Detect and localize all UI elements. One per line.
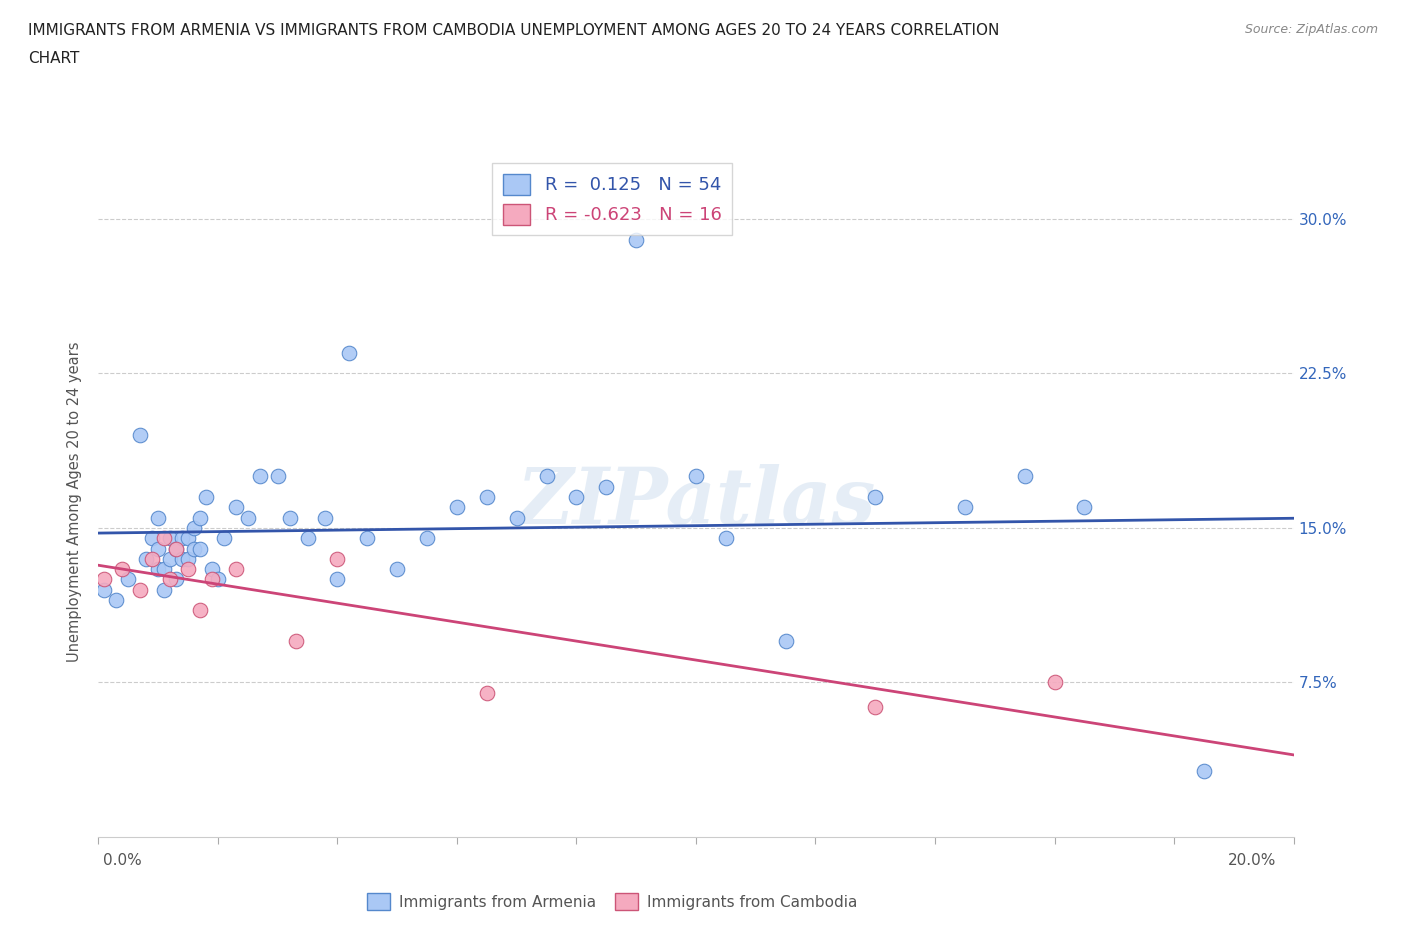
Text: CHART: CHART — [28, 51, 80, 66]
Text: 0.0%: 0.0% — [103, 853, 142, 868]
Point — [685, 469, 707, 484]
Point — [339, 345, 360, 360]
Text: 20.0%: 20.0% — [1229, 853, 1277, 868]
Point — [775, 634, 797, 649]
Point — [278, 511, 301, 525]
Point — [148, 511, 170, 525]
Point — [284, 634, 307, 649]
Point — [212, 531, 235, 546]
Point — [93, 582, 115, 597]
Point — [236, 511, 259, 525]
Point — [315, 511, 337, 525]
Point — [141, 551, 163, 566]
Legend: Immigrants from Armenia, Immigrants from Cambodia: Immigrants from Armenia, Immigrants from… — [361, 886, 863, 916]
Point — [159, 572, 181, 587]
Point — [326, 572, 349, 587]
Point — [117, 572, 139, 587]
Point — [565, 489, 588, 504]
Point — [165, 541, 187, 556]
Point — [93, 572, 115, 587]
Point — [188, 541, 211, 556]
Point — [267, 469, 290, 484]
Point — [111, 562, 134, 577]
Point — [172, 551, 194, 566]
Point — [135, 551, 157, 566]
Text: ZIPatlas: ZIPatlas — [516, 464, 876, 540]
Point — [1073, 500, 1095, 515]
Point — [297, 531, 319, 546]
Point — [475, 489, 498, 504]
Point — [595, 479, 617, 494]
Point — [172, 531, 194, 546]
Point — [141, 531, 163, 546]
Point — [207, 572, 229, 587]
Point — [148, 541, 170, 556]
Point — [153, 562, 176, 577]
Point — [475, 685, 498, 700]
Point — [159, 551, 181, 566]
Point — [1014, 469, 1036, 484]
Point — [536, 469, 558, 484]
Point — [506, 511, 529, 525]
Point — [1043, 675, 1066, 690]
Point — [177, 562, 200, 577]
Point — [446, 500, 468, 515]
Point — [626, 232, 648, 247]
Y-axis label: Unemployment Among Ages 20 to 24 years: Unemployment Among Ages 20 to 24 years — [67, 342, 83, 662]
Point — [225, 500, 247, 515]
Point — [865, 489, 887, 504]
Point — [188, 511, 211, 525]
Point — [177, 551, 200, 566]
Text: IMMIGRANTS FROM ARMENIA VS IMMIGRANTS FROM CAMBODIA UNEMPLOYMENT AMONG AGES 20 T: IMMIGRANTS FROM ARMENIA VS IMMIGRANTS FR… — [28, 23, 1000, 38]
Point — [201, 572, 224, 587]
Point — [153, 582, 176, 597]
Point — [159, 531, 181, 546]
Point — [416, 531, 439, 546]
Point — [201, 562, 224, 577]
Point — [148, 562, 170, 577]
Point — [183, 521, 205, 536]
Point — [249, 469, 271, 484]
Point — [105, 592, 128, 607]
Point — [129, 582, 152, 597]
Point — [865, 699, 887, 714]
Point — [1192, 764, 1215, 778]
Point — [326, 551, 349, 566]
Point — [225, 562, 247, 577]
Point — [188, 603, 211, 618]
Point — [177, 531, 200, 546]
Point — [165, 572, 187, 587]
Point — [183, 541, 205, 556]
Point — [385, 562, 409, 577]
Point — [356, 531, 378, 546]
Point — [195, 489, 218, 504]
Point — [953, 500, 976, 515]
Point — [714, 531, 737, 546]
Point — [129, 428, 152, 443]
Text: Source: ZipAtlas.com: Source: ZipAtlas.com — [1244, 23, 1378, 36]
Point — [153, 531, 176, 546]
Point — [165, 541, 187, 556]
